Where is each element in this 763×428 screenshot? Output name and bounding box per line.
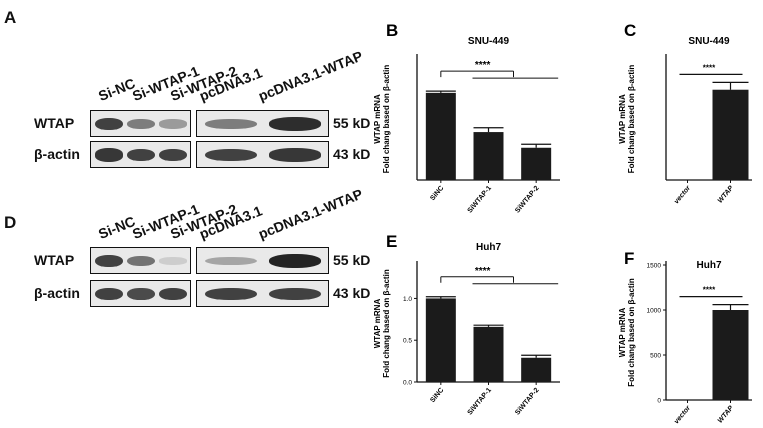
blot-band	[95, 117, 123, 131]
y-axis-label: WTAP mRNA	[618, 308, 627, 358]
blot-size-label: 55 kD	[333, 252, 371, 268]
bar	[521, 357, 552, 382]
chart-title: SNU-449	[688, 36, 730, 47]
chart-title: Huh7	[476, 242, 501, 253]
blot-band	[127, 148, 155, 162]
x-tick-label: SiWTAP-1	[466, 387, 493, 417]
bar	[712, 89, 749, 180]
blot-band	[159, 287, 187, 301]
blot-band	[95, 287, 123, 301]
y-axis-label: WTAP mRNA	[618, 94, 627, 144]
blot-image-right	[196, 110, 329, 137]
blot-size-label: 55 kD	[333, 115, 371, 131]
y-axis-label: Fold chang based on β-actin	[627, 65, 636, 174]
blot-row-label: β-actin	[34, 146, 80, 162]
panel-letter: B	[386, 21, 398, 40]
blot-band	[269, 287, 321, 301]
y-axis-label: Fold chang based on β-actin	[382, 269, 391, 378]
significance-label: ****	[475, 266, 491, 277]
x-tick-label: SiWTAP-1	[466, 185, 493, 215]
blot-band	[205, 256, 257, 266]
y-tick-label: 0.0	[403, 380, 412, 387]
bar	[425, 92, 456, 180]
x-tick-label: SiWTAP-2	[514, 185, 541, 215]
y-axis-label: WTAP mRNA	[373, 299, 382, 349]
bar	[521, 147, 552, 180]
blot-image-left	[90, 247, 191, 274]
blot-image-left	[90, 141, 191, 168]
blot-band	[95, 254, 123, 268]
bar	[473, 326, 504, 382]
panel-letter: E	[386, 232, 397, 251]
blot-row-label: WTAP	[34, 252, 75, 268]
blot-image-right	[196, 141, 329, 168]
x-tick-label: SiNC	[429, 185, 445, 202]
y-tick-label: 1.0	[403, 296, 412, 303]
blot-image-left	[90, 110, 191, 137]
significance-label: ****	[703, 286, 716, 295]
blot-size-label: 43 kD	[333, 285, 371, 301]
x-tick-label: SiNC	[429, 387, 445, 404]
blot-band	[269, 117, 321, 131]
y-tick-label: 1000	[647, 308, 662, 315]
blot-image-right	[196, 280, 329, 307]
y-tick-label: 500	[650, 353, 661, 360]
blot-row-label: WTAP	[34, 115, 75, 131]
blot-image-left	[90, 280, 191, 307]
x-tick-label: WTAP	[717, 405, 735, 425]
blot-band	[205, 287, 257, 301]
blot-band	[159, 148, 187, 162]
blot-band	[159, 119, 187, 129]
blot-band	[95, 148, 123, 162]
x-tick-label: vector	[673, 184, 693, 206]
blot-band	[269, 148, 321, 162]
blot-image-right	[196, 247, 329, 274]
bar	[712, 310, 749, 400]
blot-size-label: 43 kD	[333, 146, 371, 162]
y-axis-label: Fold chang based on β-actin	[382, 65, 391, 174]
x-tick-label: vector	[673, 404, 693, 426]
y-axis-label: WTAP mRNA	[373, 94, 382, 144]
blot-band	[127, 118, 155, 130]
blot-band	[269, 254, 321, 268]
bar	[473, 132, 504, 180]
chart-title: Huh7	[697, 260, 722, 271]
blot-band	[205, 118, 257, 130]
significance-label: ****	[703, 63, 716, 72]
chart-title: SNU-449	[468, 36, 510, 47]
blot-band	[159, 257, 187, 265]
panel-letter: A	[4, 8, 17, 27]
blot-band	[127, 255, 155, 267]
significance-label: ****	[475, 60, 491, 71]
y-tick-label: 0.5	[403, 338, 412, 345]
panel-letter: D	[4, 213, 17, 232]
blot-band	[205, 148, 257, 162]
panel-letter: C	[624, 21, 636, 40]
panel-letter: F	[624, 249, 634, 268]
y-axis-label: Fold chang based on β-actin	[627, 278, 636, 387]
blot-row-label: β-actin	[34, 285, 80, 301]
bar	[425, 298, 456, 382]
x-tick-label: SiWTAP-2	[514, 387, 541, 417]
y-tick-label: 0	[657, 398, 661, 405]
y-tick-label: 1500	[647, 263, 662, 270]
x-tick-label: WTAP	[717, 185, 735, 205]
blot-band	[127, 287, 155, 301]
